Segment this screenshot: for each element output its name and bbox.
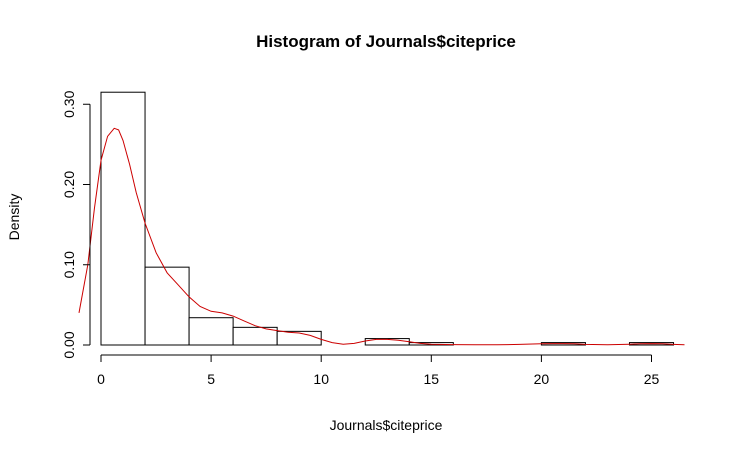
y-tick-label-2: 0.20 [61,171,77,198]
x-tick-label-1: 5 [207,371,215,387]
x-tick-label-2: 10 [313,371,329,387]
histogram-bar-4 [276,330,322,346]
x-axis-label: Journals$citeprice [330,417,443,433]
y-axis-label: Density [6,194,22,241]
y-tick-label-0: 0.00 [61,331,77,358]
y-axis: 0.00 0.10 0.20 0.30 [61,90,91,359]
x-tick-label-5: 25 [644,371,660,387]
chart-title: Histogram of Journals$citeprice [256,32,516,51]
x-axis: 0 5 10 15 20 25 [97,354,660,387]
x-tick-label-4: 20 [534,371,550,387]
y-tick-label-3: 0.30 [61,90,77,117]
x-tick-label-3: 15 [424,371,440,387]
histogram-bar-0 [100,91,146,346]
histogram-bars [100,91,675,346]
y-tick-label-1: 0.10 [61,251,77,278]
density-curve [78,127,685,346]
x-tick-label-0: 0 [97,371,105,387]
histogram-bar-2 [188,317,234,346]
histogram-bar-1 [144,266,190,346]
